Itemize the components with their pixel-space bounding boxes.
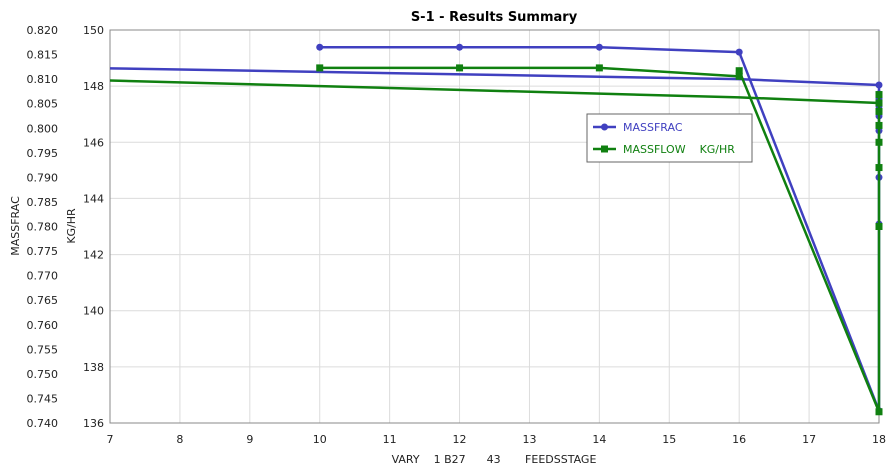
data-point	[316, 43, 324, 51]
x-tick-label: 17	[802, 433, 816, 446]
data-point	[875, 121, 883, 129]
x-tick-label: 16	[732, 433, 746, 446]
data-point	[735, 48, 743, 56]
y-tick-label-left: 0.745	[27, 392, 59, 405]
y-tick-label-left: 0.780	[27, 221, 59, 234]
legend-label-massflow: MASSFLOW KG/HR	[623, 143, 735, 156]
data-point	[735, 67, 743, 75]
x-tick-label: 9	[246, 433, 253, 446]
x-tick-label: 12	[453, 433, 467, 446]
grid	[109, 29, 880, 424]
series-massflow	[109, 64, 883, 416]
y-tick-label-left: 0.755	[27, 343, 59, 356]
data-point	[595, 43, 603, 51]
x-tick-label: 14	[592, 433, 606, 446]
y-tick-label-right: 144	[83, 192, 104, 205]
x-axis-ticks: 7 8 9 10 11 12 13 14 15 16 17 18	[107, 433, 887, 446]
legend-marker-massflow	[601, 145, 608, 153]
y-axis-label-right: KG/HR	[65, 208, 78, 244]
data-point	[875, 91, 883, 99]
y-tick-label-left: 0.785	[27, 196, 59, 209]
y-tick-label-right: 150	[83, 24, 104, 37]
data-point	[875, 99, 883, 107]
y-tick-label-left: 0.820	[27, 24, 59, 37]
data-point	[595, 64, 603, 72]
data-point	[456, 64, 464, 72]
y-tick-label-right: 148	[83, 80, 104, 93]
y-tick-label-left: 0.750	[27, 368, 59, 381]
chart-title: S-1 - Results Summary	[411, 10, 578, 25]
y-tick-label-right: 146	[83, 136, 104, 149]
data-point	[875, 107, 883, 115]
y-tick-label-right: 138	[83, 361, 104, 374]
y-tick-label-left: 0.800	[27, 122, 59, 135]
x-tick-label: 8	[176, 433, 183, 446]
x-tick-label: 7	[107, 433, 114, 446]
data-point	[875, 408, 883, 416]
y-tick-label-left: 0.765	[27, 294, 59, 307]
x-axis-label: VARY 1 B27 43 FEEDSSTAGE	[392, 453, 597, 466]
x-tick-label: 11	[383, 433, 397, 446]
y-tick-label-left: 0.795	[27, 147, 59, 160]
y-axis-label-left: MASSFRAC	[9, 196, 22, 256]
x-tick-label: 13	[522, 433, 536, 446]
right-axis-ticks: 136 138 140 142 144 146 148 150	[83, 24, 104, 430]
y-tick-label-right: 142	[83, 249, 104, 262]
y-tick-label-left: 0.770	[27, 270, 59, 283]
left-axis-ticks: 0.740 0.745 0.750 0.755 0.760 0.765 0.770 0.775…	[27, 24, 59, 430]
y-tick-label-right: 136	[83, 417, 104, 430]
series-line	[109, 79, 880, 105]
data-point	[875, 81, 883, 89]
legend-marker-massfrac	[601, 123, 608, 131]
x-tick-label: 18	[872, 433, 886, 446]
data-point	[875, 223, 883, 230]
legend: MASSFRAC MASSFLOW KG/HR	[586, 113, 753, 163]
y-tick-label-right: 140	[83, 305, 104, 318]
plot-frame	[109, 29, 880, 424]
series-layer	[109, 43, 883, 416]
y-tick-label-left: 0.775	[27, 245, 59, 258]
data-point	[735, 72, 743, 80]
x-tick-label: 15	[662, 433, 676, 446]
data-point	[875, 164, 883, 172]
y-tick-label-left: 0.740	[27, 417, 59, 430]
legend-box	[586, 113, 753, 163]
data-point	[316, 64, 324, 72]
data-point	[875, 138, 883, 146]
y-tick-label-left: 0.805	[27, 98, 59, 111]
y-tick-label-left: 0.815	[27, 49, 59, 62]
y-tick-label-left: 0.760	[27, 319, 59, 332]
data-point	[456, 43, 464, 51]
legend-label-massfrac: MASSFRAC	[623, 121, 683, 134]
y-tick-label-left: 0.810	[27, 73, 59, 86]
y-tick-label-left: 0.790	[27, 171, 59, 184]
x-tick-label: 10	[313, 433, 327, 446]
